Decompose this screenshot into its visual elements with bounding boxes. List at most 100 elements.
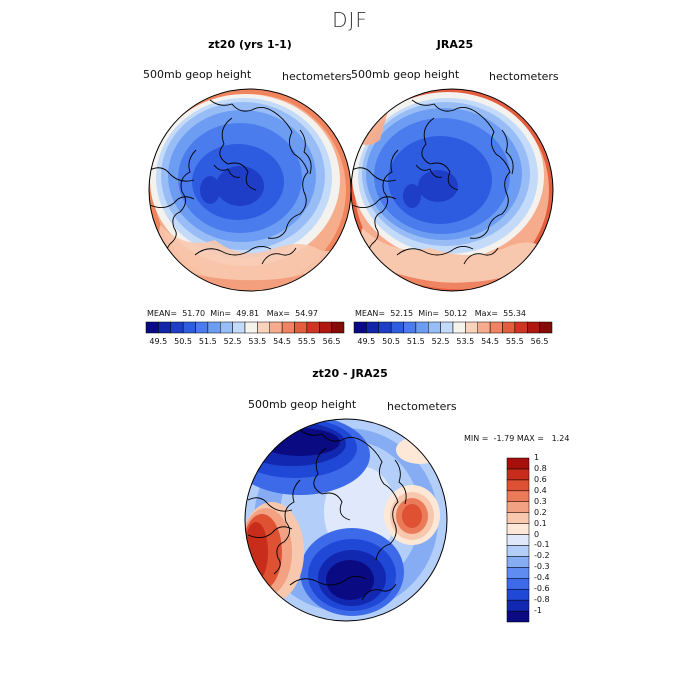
reanalysis-colorbar-swatch (428, 321, 441, 334)
model-height-map (148, 88, 352, 292)
difference-colorbar-swatch (506, 512, 530, 524)
model-colorbar-tick-label: 49.5 (149, 337, 168, 346)
model-stats: MEAN= 51.70 Min= 49.81 Max= 54.97 (147, 309, 318, 318)
model-colorbar-swatch (281, 321, 295, 334)
reanalysis-colorbar-swatch (502, 321, 516, 334)
reanalysis-height-map (350, 88, 554, 292)
reanalysis-colorbar-tick-label: 52.5 (431, 337, 450, 346)
reanalysis-colorbar-swatch (390, 321, 404, 334)
reanalysis-colorbar-swatch (452, 321, 466, 334)
difference-colorbar-swatch (506, 523, 530, 535)
model-min-value: 49.81 (236, 309, 260, 318)
model-mean-label: MEAN= (147, 309, 178, 318)
model-colorbar-swatch (232, 321, 246, 334)
model-panel-title: zt20 (yrs 1-1) (208, 38, 292, 51)
model-colorbar-tick-label: 55.5 (297, 337, 316, 346)
season-title: DJF (332, 8, 368, 32)
difference-colorbar-tick-label: 0.8 (534, 463, 547, 473)
model-colorbar-tick-label: 56.5 (322, 337, 341, 346)
reanalysis-mean-label: MEAN= (355, 309, 386, 318)
difference-colorbar-tick-label: -0.6 (534, 584, 550, 594)
difference-stats: MIN = -1.79 MAX = 1.24 (464, 434, 569, 443)
model-colorbar-swatch (195, 321, 209, 334)
model-colorbar-swatch (269, 321, 283, 334)
difference-colorbar-tick-label: -0.4 (534, 573, 550, 583)
reanalysis-panel-title: JRA25 (436, 38, 474, 51)
difference-colorbar-tick-label: -0.1 (534, 540, 550, 550)
difference-colorbar-tick-label: 1 (534, 453, 540, 462)
reanalysis-colorbar-tick-label: 49.5 (357, 337, 376, 346)
difference-colorbar-tick-label: -0.2 (534, 551, 550, 561)
model-colorbar-tick-label: 53.5 (248, 337, 267, 346)
model-colorbar (145, 321, 345, 334)
model-colorbar-swatch (220, 321, 233, 334)
reanalysis-colorbar-swatch (527, 321, 540, 334)
model-min-label: Min= (210, 309, 232, 318)
reanalysis-colorbar-tick-label: 51.5 (406, 337, 425, 346)
model-mean-value: 51.70 (182, 309, 206, 318)
reanalysis-field-label: 500mb geop height (351, 68, 460, 81)
reanalysis-colorbar-swatch (403, 321, 417, 334)
difference-colorbar-tick-label: -0.8 (534, 595, 550, 605)
reanalysis-units-label: hectometers (489, 70, 559, 83)
reanalysis-colorbar (353, 321, 553, 334)
reanalysis-colorbar-swatch (465, 321, 478, 334)
reanalysis-min-value: 50.12 (444, 309, 468, 318)
model-colorbar-swatch (331, 321, 345, 334)
reanalysis-stats: MEAN= 52.15 Min= 50.12 Max= 55.34 (355, 309, 526, 318)
difference-min-value: -1.79 (493, 434, 515, 443)
reanalysis-colorbar-swatch (477, 321, 491, 334)
model-colorbar-tick-label: 51.5 (198, 337, 217, 346)
model-colorbar-swatch (257, 321, 270, 334)
difference-units-label: hectometers (387, 400, 457, 413)
difference-colorbar-swatch (506, 556, 530, 568)
difference-colorbar-swatch (506, 599, 530, 612)
difference-colorbar-tick-label: 0.6 (534, 474, 547, 484)
reanalysis-colorbar-swatch (378, 321, 392, 334)
reanalysis-colorbar-tick-label: 53.5 (456, 337, 475, 346)
difference-colorbar-swatch (506, 610, 530, 623)
model-colorbar-swatch (306, 321, 320, 334)
difference-colorbar-tick-label: 0.3 (534, 496, 547, 506)
model-colorbar-swatch (158, 321, 171, 334)
model-units-label: hectometers (282, 70, 352, 83)
reanalysis-colorbar-swatch (489, 321, 503, 334)
model-colorbar-tick-label: 50.5 (174, 337, 192, 346)
model-colorbar-swatch (294, 321, 308, 334)
model-colorbar-swatch (182, 321, 196, 334)
difference-colorbar-swatch (506, 457, 530, 470)
difference-min-label: MIN = (464, 434, 489, 443)
difference-colorbar-swatch (506, 567, 530, 579)
difference-colorbar-tick-label: -0.3 (534, 562, 550, 572)
reanalysis-colorbar-swatch (514, 321, 528, 334)
difference-colorbar-swatch (506, 490, 530, 502)
reanalysis-colorbar-swatch (366, 321, 379, 334)
model-colorbar-tick-label: 52.5 (223, 337, 242, 346)
difference-colorbar-swatch (506, 588, 530, 601)
difference-colorbar-swatch (506, 545, 530, 557)
model-colorbar-swatch (145, 321, 159, 334)
difference-colorbar (506, 457, 530, 623)
reanalysis-colorbar-swatch (539, 321, 553, 334)
reanalysis-min-label: Min= (418, 309, 440, 318)
difference-colorbar-swatch (506, 479, 530, 492)
reanalysis-max-label: Max= (474, 309, 499, 318)
reanalysis-mean-value: 52.15 (390, 309, 414, 318)
difference-colorbar-tick-label: 0.1 (534, 518, 547, 528)
difference-colorbar-swatch (506, 578, 530, 590)
reanalysis-max-value: 55.34 (503, 309, 527, 318)
difference-colorbar-tick-label: 0.4 (534, 485, 547, 495)
reanalysis-colorbar-swatch (415, 321, 429, 334)
model-colorbar-swatch (244, 321, 258, 334)
difference-colorbar-swatch (506, 501, 530, 513)
reanalysis-colorbar-tick-label: 50.5 (382, 337, 400, 346)
difference-colorbar-swatch (506, 534, 530, 546)
difference-map (244, 418, 448, 622)
model-max-value: 54.97 (295, 309, 319, 318)
difference-colorbar-tick-label: 0.2 (534, 507, 547, 517)
model-colorbar-swatch (319, 321, 332, 334)
difference-field-label: 500mb geop height (248, 398, 357, 411)
model-colorbar-swatch (207, 321, 221, 334)
difference-colorbar-tick-label: -1 (534, 606, 542, 616)
